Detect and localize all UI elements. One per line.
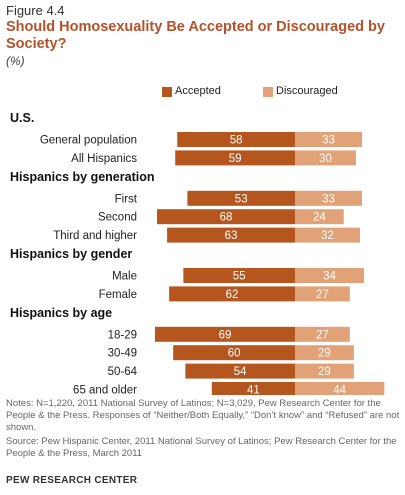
bar-discouraged <box>295 363 354 379</box>
row-label: 65 and older <box>73 385 137 396</box>
row-label: Second <box>98 212 137 224</box>
data-label-accepted: 55 <box>233 271 246 283</box>
bar-accepted <box>169 286 295 302</box>
data-label-discouraged: 29 <box>318 348 331 360</box>
bar-accepted <box>183 268 295 283</box>
legend-label-accepted: Accepted <box>175 85 221 97</box>
data-label-discouraged: 27 <box>316 289 329 301</box>
bar-accepted <box>175 150 295 166</box>
chart-subtitle: (%) <box>6 54 25 68</box>
data-label-discouraged: 24 <box>313 212 326 224</box>
group-label: Hispanics by age <box>10 306 112 320</box>
chart-notes: Notes: N=1,220, 2011 National Survey of … <box>6 398 400 433</box>
bar-accepted <box>185 363 295 379</box>
data-label-discouraged: 32 <box>321 230 334 242</box>
group-label: U.S. <box>10 111 34 125</box>
bar-accepted <box>173 345 295 361</box>
data-label-accepted: 68 <box>220 212 233 224</box>
data-label-accepted: 53 <box>235 193 248 205</box>
row-label: 50-64 <box>108 366 138 378</box>
data-label-discouraged: 44 <box>333 385 346 396</box>
legend-swatch-accepted <box>162 87 172 97</box>
bar-accepted <box>177 132 295 147</box>
group-label: Hispanics by generation <box>10 170 154 184</box>
row-label: All Hispanics <box>71 153 137 165</box>
bar-discouraged <box>295 382 385 395</box>
bar-discouraged <box>295 227 360 243</box>
credit-line: PEW RESEARCH CENTER <box>6 475 138 486</box>
bar-discouraged <box>295 132 362 147</box>
data-label-discouraged: 29 <box>318 366 331 378</box>
row-label: 30-49 <box>108 348 137 360</box>
data-label-discouraged: 30 <box>319 153 332 165</box>
row-label: Female <box>99 289 137 301</box>
data-label-accepted: 54 <box>234 366 247 378</box>
bar-accepted <box>156 209 295 225</box>
row-label: Third and higher <box>53 230 137 242</box>
chart-title: Should Homosexuality Be Accepted or Disc… <box>6 19 385 52</box>
bar-discouraged <box>295 345 354 361</box>
row-label: 18-29 <box>108 329 137 341</box>
data-label-accepted: 58 <box>230 135 243 147</box>
legend-swatch-discouraged <box>263 87 273 97</box>
data-label-accepted: 59 <box>229 153 242 165</box>
diverging-bar-chart: U.S. General population 58 33 All Hispanics 5… <box>10 111 385 396</box>
data-label-accepted: 60 <box>228 348 241 360</box>
bar-accepted <box>187 190 295 206</box>
bar-accepted <box>154 326 295 342</box>
chart-source: Source: Pew Hispanic Center, 2011 Nation… <box>6 436 397 459</box>
legend-label-discouraged: Discouraged <box>276 85 338 97</box>
bar-discouraged <box>295 209 344 225</box>
data-label-accepted: 41 <box>247 385 260 396</box>
data-label-discouraged: 33 <box>322 135 335 147</box>
figure-label: Figure 4.4 <box>6 3 65 18</box>
chart-legend: Accepted Discouraged <box>0 84 405 100</box>
data-label-accepted: 63 <box>225 230 238 242</box>
bar-discouraged <box>295 150 356 166</box>
data-label-discouraged: 34 <box>323 271 336 283</box>
group-label: Hispanics by gender <box>10 247 132 261</box>
data-label-accepted: 62 <box>226 289 239 301</box>
row-label: General population <box>40 135 137 147</box>
row-label: First <box>115 193 138 205</box>
data-label-discouraged: 33 <box>322 193 335 205</box>
data-label-discouraged: 27 <box>316 329 329 341</box>
row-label: Male <box>112 271 137 283</box>
bar-accepted <box>167 227 295 243</box>
bar-discouraged <box>295 326 350 342</box>
data-label-accepted: 69 <box>219 329 232 341</box>
bar-accepted <box>211 382 295 395</box>
bar-discouraged <box>295 286 350 302</box>
bar-discouraged <box>295 190 362 206</box>
bar-discouraged <box>295 268 365 283</box>
